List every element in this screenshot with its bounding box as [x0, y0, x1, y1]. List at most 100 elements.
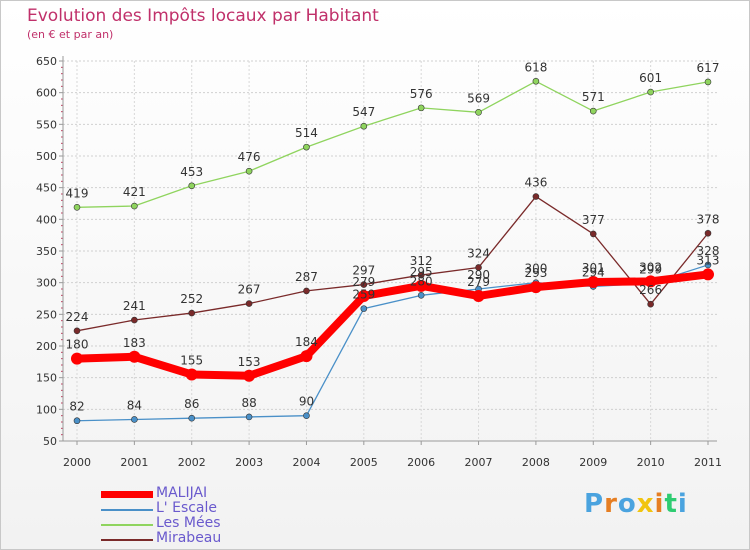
point-les-m-es-2005 [360, 122, 368, 130]
point-les-m-es-2002 [188, 182, 196, 190]
logo-letter: i [654, 489, 665, 519]
point-les-m-es-2007 [475, 109, 482, 116]
x-tick-label-2002: 2002 [178, 456, 206, 469]
legend-swatch-les-m-es [101, 524, 153, 526]
data-label-mirabeau-2007: 324 [467, 246, 490, 260]
point-mirabeau-2001 [131, 316, 138, 324]
point-les-m-es-2006 [417, 104, 425, 112]
point-l-escale-2003 [245, 413, 253, 421]
data-label-malijai-2004: 184 [295, 335, 318, 349]
data-label-les-m-es-2005: 547 [352, 105, 375, 119]
data-label-malijai-2008: 293 [524, 266, 547, 280]
chart-title: Evolution des Impôts locaux par Habitant [27, 6, 379, 26]
legend-item-malijai: MALIJAI [101, 485, 301, 502]
logo-letter: r [604, 489, 618, 519]
data-label-les-m-es-2003: 476 [238, 150, 261, 164]
point-malijai-2004 [300, 350, 313, 363]
y-tick-label-650: 650 [36, 55, 57, 68]
x-tick-label-2004: 2004 [292, 456, 320, 469]
logo-letter: i [677, 489, 688, 519]
y-tick-label-300: 300 [36, 277, 57, 290]
point-l-escale-2002 [188, 414, 196, 422]
point-malijai-2006 [415, 279, 428, 292]
point-mirabeau-2011 [704, 229, 712, 237]
data-label-mirabeau-2010: 266 [639, 283, 662, 297]
legend-swatch-mirabeau [101, 539, 153, 541]
data-label-les-m-es-2008: 618 [524, 60, 547, 74]
data-label-malijai-2006: 295 [410, 265, 433, 279]
y-tick-label-450: 450 [36, 182, 57, 195]
point-mirabeau-2009 [589, 230, 597, 238]
data-label-l-escale-2005: 259 [352, 288, 375, 302]
data-label-mirabeau-2009: 377 [582, 213, 605, 227]
data-label-l-escale-2003: 88 [241, 396, 256, 410]
point-les-m-es-2001 [131, 202, 138, 210]
data-label-l-escale-2004: 90 [299, 395, 314, 409]
logo-letter: t [664, 489, 678, 519]
data-label-l-escale-2008: 300 [524, 262, 547, 276]
x-tick-label-2006: 2006 [407, 456, 435, 469]
data-label-malijai-2011: 313 [697, 253, 720, 267]
point-malijai-2009 [587, 276, 600, 289]
data-label-l-escale-2009: 294 [582, 265, 605, 279]
legend-label-mirabeau: Mirabeau [156, 530, 222, 546]
x-tick-label-2011: 2011 [694, 456, 722, 469]
point-mirabeau-2002 [188, 309, 196, 317]
logo-letter: x [636, 489, 655, 519]
y-tick-label-50: 50 [43, 435, 57, 448]
point-l-escale-2004 [303, 412, 310, 419]
data-label-l-escale-2011: 328 [697, 244, 720, 258]
point-l-escale-2001 [131, 416, 138, 423]
x-tick-label-2003: 2003 [235, 456, 263, 469]
point-mirabeau-2006 [417, 271, 425, 279]
legend-swatch-l-escale [101, 509, 153, 511]
chart-subtitle: (en € et par an) [27, 28, 114, 41]
point-mirabeau-2000 [73, 327, 81, 335]
point-malijai-2011 [702, 268, 714, 281]
data-label-malijai-2009: 301 [582, 261, 605, 275]
data-label-les-m-es-2002: 453 [180, 165, 203, 179]
x-tick-label-2010: 2010 [637, 456, 665, 469]
y-tick-label-500: 500 [36, 150, 57, 163]
point-malijai-2007 [472, 289, 485, 302]
data-label-mirabeau-2008: 436 [524, 176, 547, 190]
data-label-mirabeau-2005: 297 [352, 264, 375, 278]
legend-item-mirabeau: Mirabeau [101, 530, 301, 547]
data-label-malijai-2010: 302 [639, 260, 662, 274]
y-tick-label-400: 400 [36, 213, 57, 226]
data-label-l-escale-2006: 280 [410, 274, 433, 288]
point-les-m-es-2009 [589, 107, 597, 115]
logo-letter: P [584, 489, 605, 519]
point-malijai-2005 [357, 289, 370, 302]
data-label-malijai-2003: 153 [238, 355, 261, 369]
point-l-escale-2005 [360, 305, 368, 312]
data-label-les-m-es-2010: 601 [639, 71, 662, 85]
point-mirabeau-2010 [647, 300, 654, 308]
x-tick-label-2009: 2009 [579, 456, 607, 469]
data-label-malijai-2007: 279 [467, 275, 490, 289]
logo-letter: o [617, 489, 637, 519]
y-tick-label-600: 600 [36, 87, 57, 100]
data-label-l-escale-2002: 86 [184, 397, 199, 411]
legend-swatch-malijai [101, 491, 153, 498]
legend-item-les-m-es: Les Mées [101, 515, 301, 532]
data-label-l-escale-2007: 290 [467, 268, 490, 282]
x-tick-label-2007: 2007 [465, 456, 493, 469]
data-label-mirabeau-2001: 241 [123, 299, 146, 313]
y-tick-label-200: 200 [36, 340, 57, 353]
point-les-m-es-2011 [704, 78, 712, 86]
point-l-escale-2006 [417, 292, 425, 299]
data-label-malijai-2002: 155 [180, 354, 203, 368]
point-malijai-2001 [128, 350, 141, 363]
data-label-les-m-es-2004: 514 [295, 126, 318, 140]
legend-label-les-m-es: Les Mées [156, 515, 221, 531]
data-label-les-m-es-2000: 419 [66, 186, 89, 200]
legend: MALIJAI L' Escale Les Mées Mirabeau [101, 485, 301, 547]
y-tick-label-250: 250 [36, 308, 57, 321]
series-line-l-escale [76, 264, 709, 422]
point-malijai-2002 [185, 368, 198, 381]
legend-label-l-escale: L' Escale [156, 500, 218, 516]
data-label-mirabeau-2003: 267 [238, 283, 261, 297]
point-malijai-2003 [243, 369, 256, 382]
